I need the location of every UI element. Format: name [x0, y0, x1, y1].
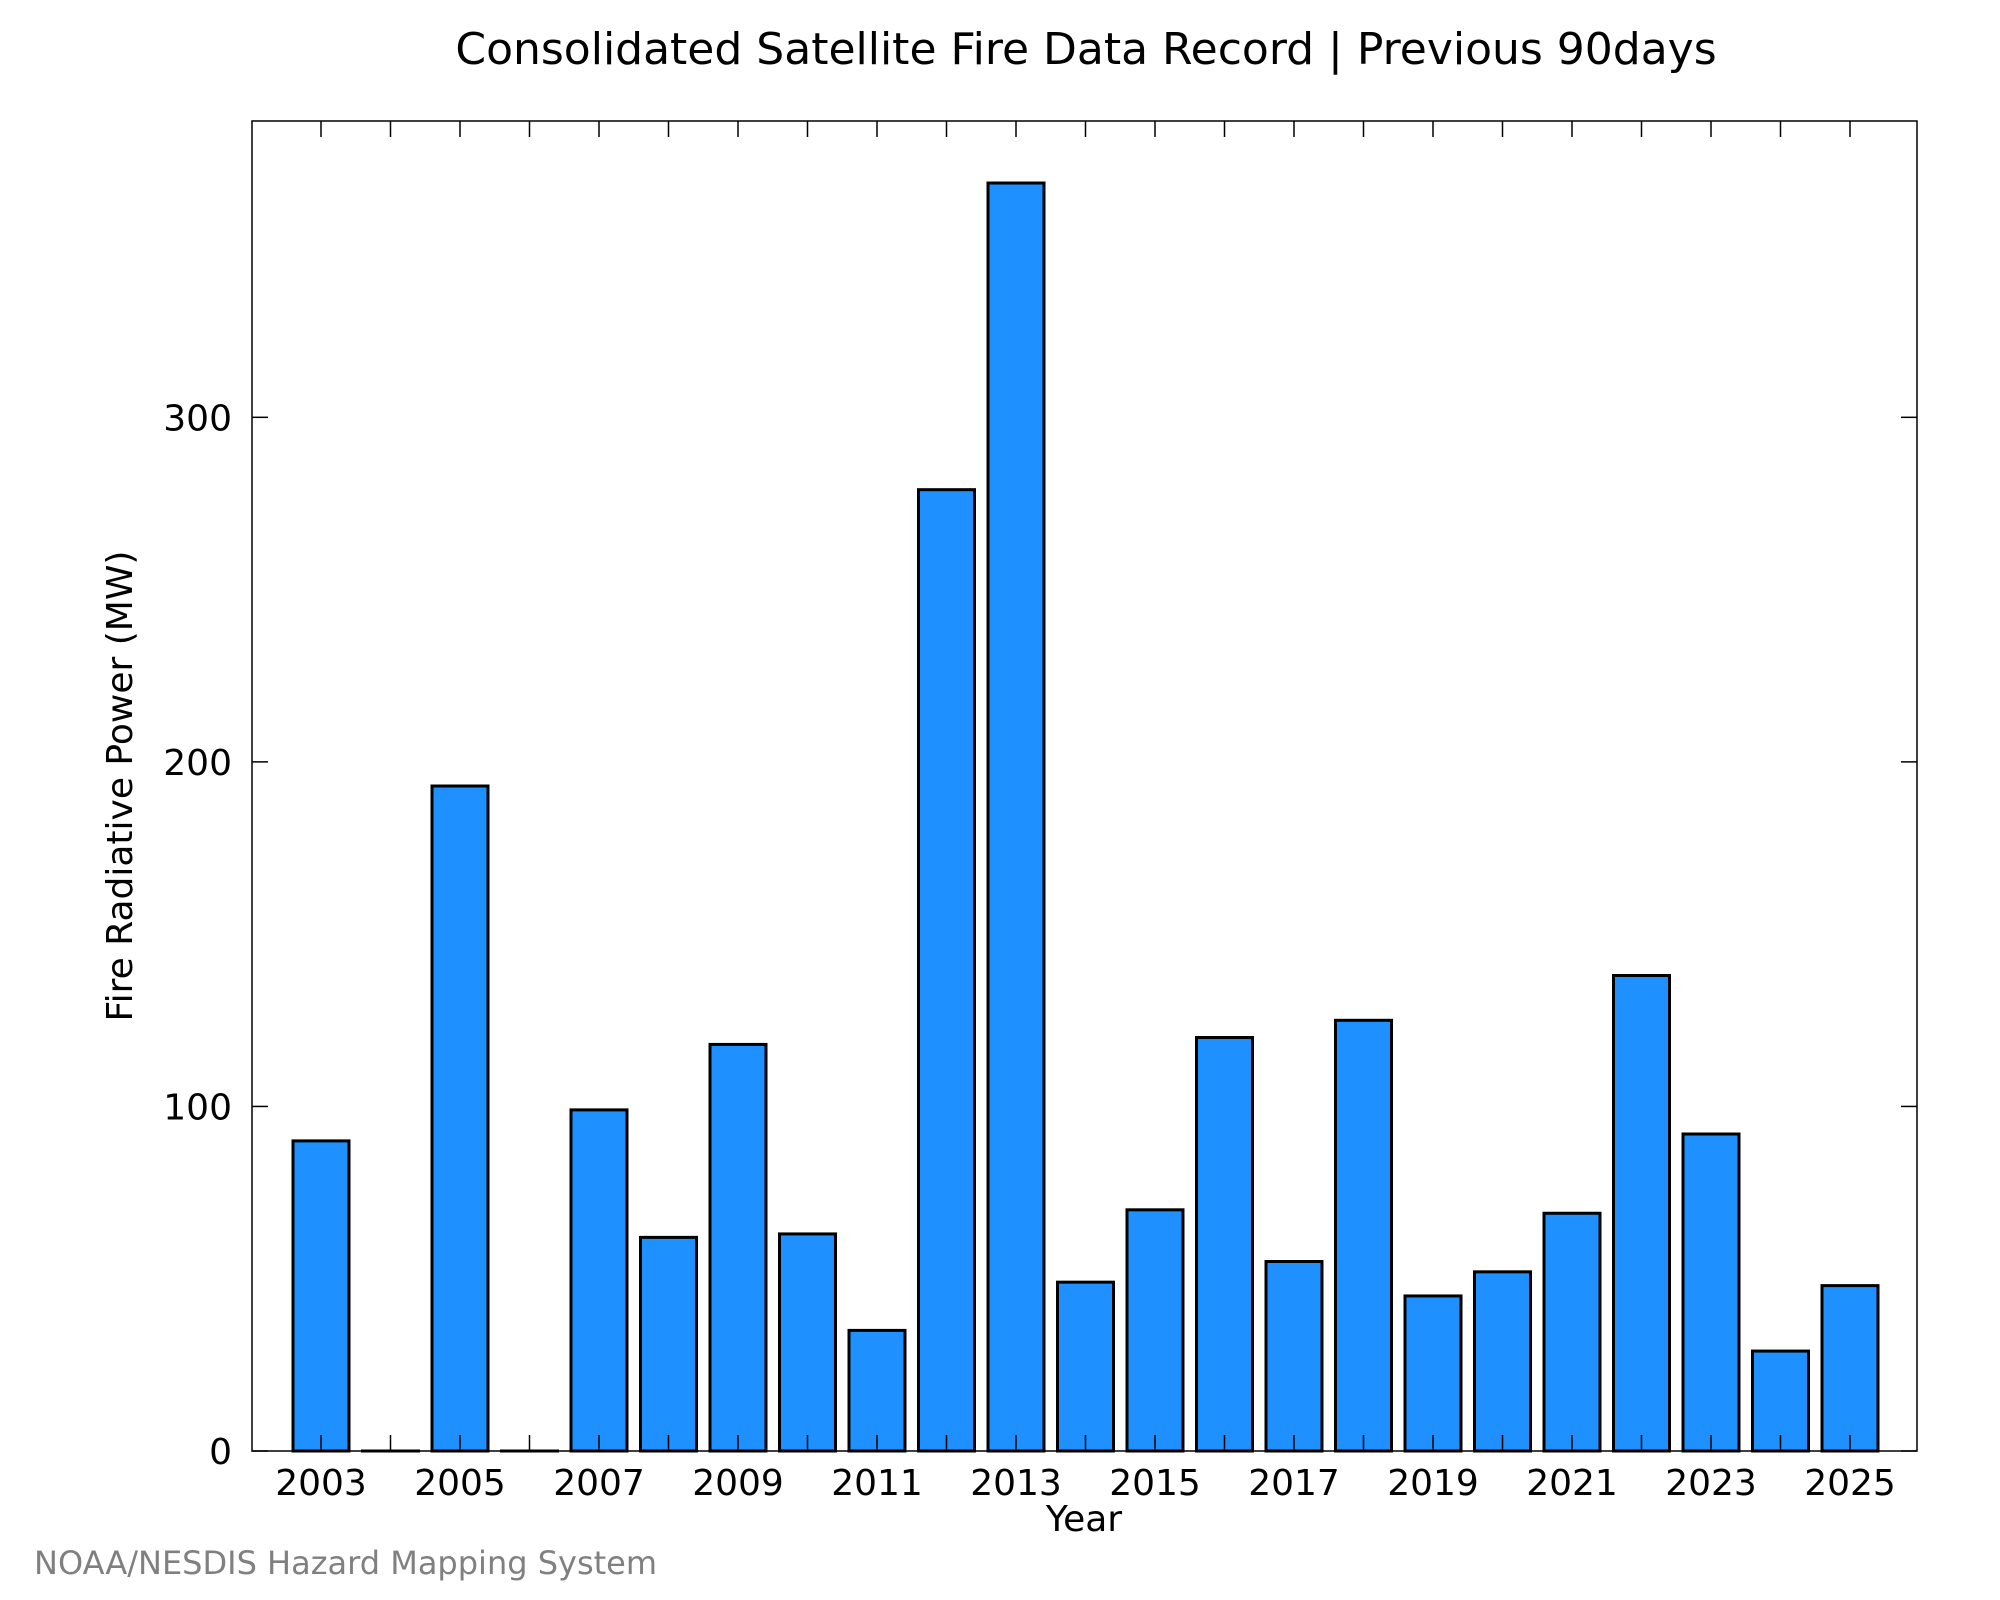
x-tick-label: 2003	[275, 1463, 367, 1504]
bar-2025	[1820, 1284, 1880, 1453]
bar-2011	[847, 1328, 907, 1453]
y-tick-label: 0	[209, 1432, 232, 1473]
bar-2022	[1612, 974, 1671, 1453]
bar-2007	[569, 1108, 629, 1453]
x-tick-label: 2011	[831, 1463, 923, 1504]
x-tick-label: 2015	[1109, 1463, 1201, 1504]
bar-2014	[1056, 1280, 1115, 1453]
bar-2019	[1403, 1294, 1463, 1453]
ticks-layer: 0 100 200 300 2003 2005 2007 2009 2011 2013 2015 20…	[163, 121, 1917, 1504]
credit-text: NOAA/NESDIS Hazard Mapping System	[34, 1544, 657, 1582]
x-tick-label: 2009	[692, 1463, 784, 1504]
bar-2003	[291, 1139, 351, 1453]
y-tick-label: 200	[163, 743, 232, 784]
x-tick-label: 2025	[1804, 1463, 1896, 1504]
y-axis-label: Fire Radiative Power (MW)	[100, 551, 141, 1022]
chart-title: Consolidated Satellite Fire Data Record …	[455, 24, 1716, 75]
bar-2021	[1542, 1211, 1602, 1453]
bar-2016	[1195, 1036, 1254, 1453]
bar-2018	[1334, 1018, 1393, 1453]
bar-2012	[917, 488, 976, 1453]
bar-2009	[708, 1042, 768, 1453]
x-tick-label: 2007	[553, 1463, 645, 1504]
bar-2015	[1125, 1208, 1185, 1453]
x-tick-label: 2019	[1387, 1463, 1479, 1504]
bar-2008	[639, 1235, 698, 1453]
bar-2010	[778, 1232, 837, 1453]
y-tick-label: 300	[163, 398, 232, 439]
y-tick-label: 100	[163, 1087, 232, 1128]
x-tick-label: 2023	[1665, 1463, 1757, 1504]
bar-2017	[1264, 1259, 1324, 1453]
bar-2020	[1473, 1270, 1532, 1453]
bar-2023	[1681, 1132, 1741, 1453]
x-tick-label: 2017	[1248, 1463, 1340, 1504]
bar-2024	[1751, 1349, 1810, 1453]
bar-2005	[430, 784, 490, 1453]
bars-layer	[291, 181, 1880, 1453]
plot-frame	[251, 120, 1918, 1452]
bar-2013	[986, 181, 1046, 1453]
x-axis-label: Year	[1045, 1499, 1122, 1540]
x-tick-label: 2005	[414, 1463, 506, 1504]
x-tick-label: 2013	[970, 1463, 1062, 1504]
x-tick-label: 2021	[1526, 1463, 1618, 1504]
